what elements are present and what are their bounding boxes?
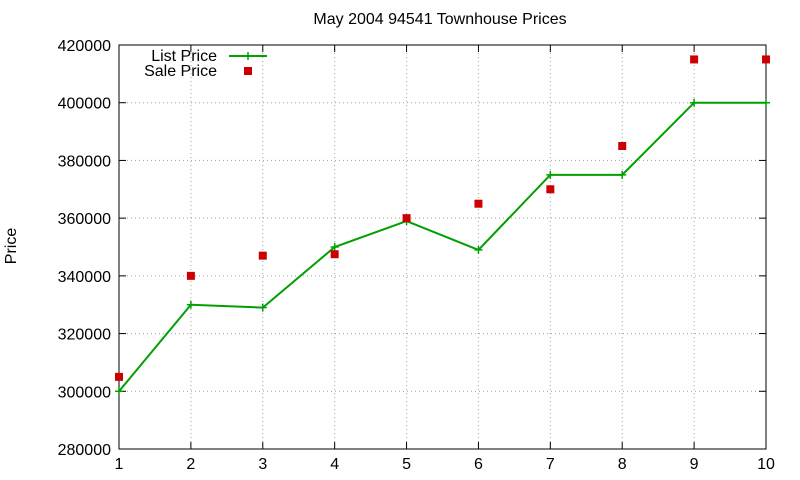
x-ticks: 1 2 3 4 5 6 7 8 9 10 [115,45,775,473]
series-layer [115,55,770,396]
legend-label: Sale Price [144,63,217,80]
data-point [690,98,699,107]
y-tick-label: 400000 [58,96,111,113]
series-line [118,101,766,392]
plot-border [118,44,767,450]
data-point [618,142,627,150]
legend-marker [244,52,252,60]
data-point [258,303,267,312]
legend-marker [244,67,252,75]
x-tick-label: 5 [402,456,411,473]
x-tick-label: 1 [115,456,124,473]
grid-lines [119,45,766,449]
data-point [546,185,555,194]
data-point [762,98,770,107]
x-tick-label: 6 [474,456,483,473]
data-point [762,55,770,64]
series-list-price [115,98,770,396]
y-tick-label: 360000 [58,211,111,228]
data-point [546,170,555,179]
y-tick-label: 420000 [58,38,111,55]
y-tick-label: 280000 [58,442,111,459]
data-point [618,170,627,179]
y-tick-label: 340000 [58,269,111,286]
data-point [258,251,267,260]
y-tick-label: 320000 [58,327,111,344]
data-point [690,55,699,64]
x-tick-label: 9 [690,456,699,473]
data-point [474,199,483,208]
y-tick-label: 380000 [58,153,111,170]
data-point [402,214,411,223]
data-point [115,387,123,396]
series-sale-price [115,55,770,381]
x-tick-label: 3 [258,456,267,473]
x-tick-label: 2 [186,456,195,473]
data-point [330,250,339,259]
x-tick-label: 4 [330,456,339,473]
legend-label: List Price [151,48,217,65]
x-tick-label: 7 [546,456,555,473]
data-point [186,300,195,309]
data-point [330,243,339,251]
chart-title: May 2004 94541 Townhouse Prices [313,11,567,28]
data-point [115,372,123,381]
y-tick-label: 300000 [58,384,111,401]
x-tick-label: 8 [618,456,627,473]
y-ticks: 280000 300000 320000 340000 360000 380000 4000… [58,38,766,459]
data-point [474,245,483,254]
x-tick-label: 10 [757,456,775,473]
plot-frame [118,44,767,450]
data-point [186,271,195,280]
